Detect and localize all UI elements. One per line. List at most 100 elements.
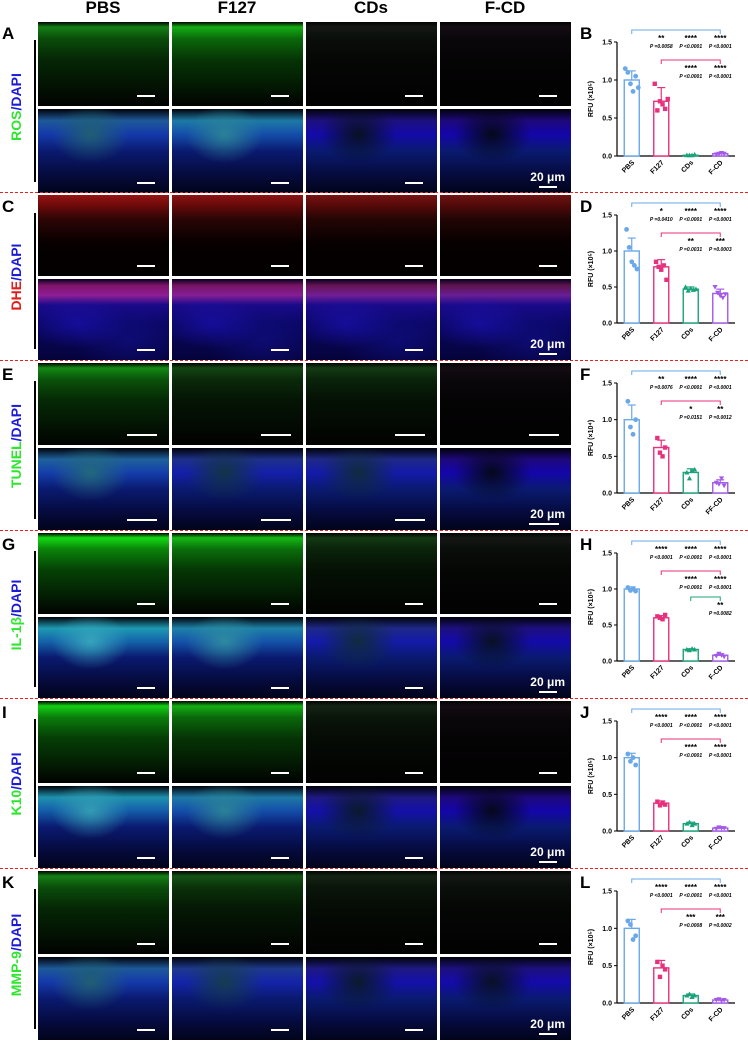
scale-bar [261,434,291,436]
significance-bracket [631,202,721,207]
data-point [664,277,669,282]
scale-bar [539,772,557,774]
p-value: P <0.0001 [650,723,673,729]
scale-bar [539,186,557,188]
significance-stars: *** [716,237,726,246]
significance-stars: ** [717,405,724,414]
y-tick-label: 1.5 [602,719,612,726]
micrograph-merge [306,109,437,193]
scale-bar [271,95,289,97]
y-tick-label: 1.5 [602,381,612,388]
data-point [633,73,639,79]
y-tick-label: 0.0 [602,491,612,498]
x-tick-label: F-CD [708,834,725,851]
data-point [686,647,693,653]
data-point [633,588,639,594]
data-point [657,615,663,620]
micrograph-merge [38,617,169,698]
p-value: P =0.0082 [709,611,732,617]
data-point [628,922,633,927]
scale-bar [529,434,559,436]
micrograph-stain [38,195,169,276]
p-value: P =0.0008 [679,923,702,929]
scale-bar [271,772,289,774]
scale-bar [405,772,423,774]
micrograph-merge: 20 μm [440,279,571,360]
scale-bar [539,691,557,693]
significance-stars: **** [685,883,698,892]
data-point [657,99,663,104]
bracket-line [34,40,36,182]
significance-bracket [660,59,721,64]
bar [682,288,699,324]
panel-letter: I [2,703,7,722]
x-tick-label: F127 [649,159,665,175]
scale-bar [137,95,155,97]
data-point [630,937,636,942]
p-value: P =0.0003 [709,247,732,253]
data-point [686,991,693,997]
data-point [630,431,636,437]
p-value: P <0.0001 [709,893,732,899]
micrograph-merge [306,617,437,698]
y-tick-label: 0.0 [602,829,612,836]
significance-stars: **** [714,743,727,752]
scale-bar [529,523,559,525]
micrograph-stain [172,22,303,106]
y-tick-label: 0.0 [602,321,612,328]
y-tick-label: 0.5 [602,623,612,630]
micrograph-merge [172,448,303,530]
significance-bracket [631,708,721,713]
stain-label: DHE/DAPI [8,194,24,360]
data-point [625,751,631,757]
column-header: F-CD [484,0,526,17]
panel-letter: C [2,197,15,216]
y-axis-label: RFU (×10⁵) [588,589,595,625]
stain-name: MMP-9 [8,951,24,997]
y-tick-label: 1.0 [602,926,612,933]
micrograph-merge [38,109,169,193]
scale-bar [137,349,155,351]
x-tick-label: CDs [680,496,695,511]
p-value: P =0.0012 [709,415,732,421]
data-point [721,998,727,1003]
data-point [721,483,727,489]
x-tick-label: CDs [680,834,695,849]
data-point [716,997,722,1002]
stain-label: IL-1β/DAPI [8,532,24,698]
x-tick-label: F-CD [708,664,725,681]
y-tick-label: 0.5 [602,454,612,461]
bracket-line [34,719,36,857]
x-tick-label: FF-CD [705,496,725,516]
p-value: P <0.0001 [679,74,702,80]
micrograph-merge [172,109,303,193]
micrograph-merge [306,786,437,868]
x-tick-label: CDs [680,1006,695,1021]
micrograph-stain [172,533,303,614]
significance-stars: ** [688,237,695,246]
data-point [628,81,633,87]
y-tick-label: 1.0 [602,755,612,762]
significance-stars: **** [685,545,698,554]
significance-bracket [660,908,721,913]
micrograph-merge: 20 μm [440,448,571,530]
scale-label: 20 μm [530,337,565,351]
scale-bar [405,265,423,267]
panel-letter: K [2,873,15,892]
data-point [684,821,690,826]
data-point [656,264,661,270]
x-tick-label: F127 [649,1006,665,1022]
p-value: P <0.0001 [679,44,702,50]
data-point [653,259,659,264]
p-value: P =0.0076 [650,385,673,391]
data-point [718,653,725,658]
data-point [633,933,639,939]
significance-stars: **** [655,883,668,892]
panel-letter: G [2,535,16,554]
dapi-label: /DAPI [8,73,24,111]
data-point [682,284,689,289]
y-axis-label: RFU (×10⁵) [588,81,595,117]
data-point [660,102,665,107]
